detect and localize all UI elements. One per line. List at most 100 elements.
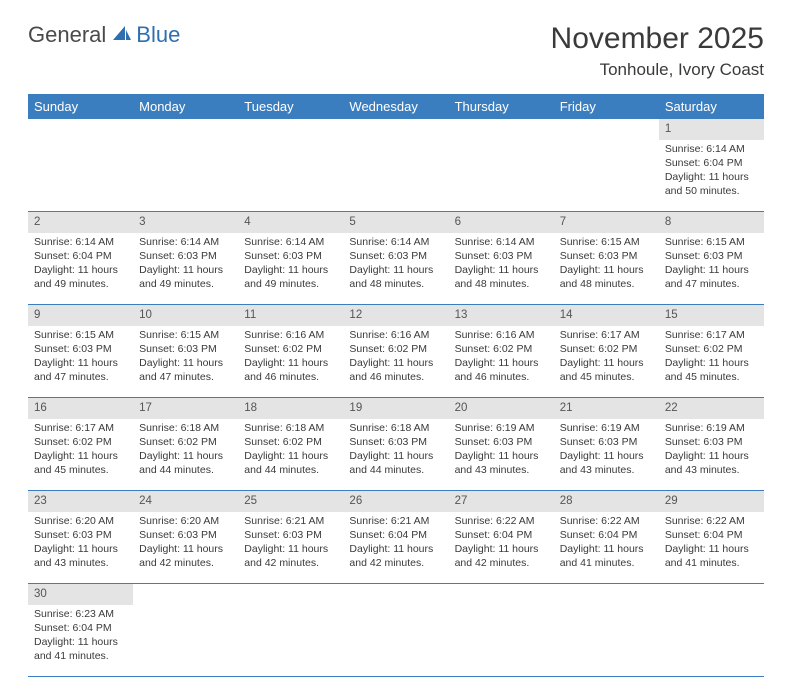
daylight-line: Daylight: 11 hours and 43 minutes. xyxy=(455,449,548,477)
sunrise-line: Sunrise: 6:17 AM xyxy=(560,328,653,342)
sunrise-line: Sunrise: 6:17 AM xyxy=(34,421,127,435)
day-1-body: Sunrise: 6:14 AMSunset: 6:04 PMDaylight:… xyxy=(659,140,764,203)
dayname-monday: Monday xyxy=(133,94,238,119)
daylight-line: Daylight: 11 hours and 41 minutes. xyxy=(665,542,758,570)
day-12: Sunrise: 6:16 AMSunset: 6:02 PMDaylight:… xyxy=(343,326,448,398)
day-20: Sunrise: 6:19 AMSunset: 6:03 PMDaylight:… xyxy=(449,419,554,491)
daynum-empty xyxy=(343,584,448,605)
dayname-wednesday: Wednesday xyxy=(343,94,448,119)
day-26-body: Sunrise: 6:21 AMSunset: 6:04 PMDaylight:… xyxy=(343,512,448,575)
calendar-table: SundayMondayTuesdayWednesdayThursdayFrid… xyxy=(28,94,764,677)
daylight-line: Daylight: 11 hours and 46 minutes. xyxy=(244,356,337,384)
sunset-line: Sunset: 6:03 PM xyxy=(139,249,232,263)
brand-part2: Blue xyxy=(136,22,180,48)
daynum-empty xyxy=(238,119,343,140)
brand-part1: General xyxy=(28,22,106,48)
day-24-body: Sunrise: 6:20 AMSunset: 6:03 PMDaylight:… xyxy=(133,512,238,575)
day-empty xyxy=(133,605,238,677)
sunrise-line: Sunrise: 6:22 AM xyxy=(455,514,548,528)
sunrise-line: Sunrise: 6:20 AM xyxy=(34,514,127,528)
sunrise-line: Sunrise: 6:15 AM xyxy=(560,235,653,249)
day-14: Sunrise: 6:17 AMSunset: 6:02 PMDaylight:… xyxy=(554,326,659,398)
day-19-body: Sunrise: 6:18 AMSunset: 6:03 PMDaylight:… xyxy=(343,419,448,482)
day-22: Sunrise: 6:19 AMSunset: 6:03 PMDaylight:… xyxy=(659,419,764,491)
week-4-daynums: 23242526272829 xyxy=(28,491,764,512)
day-13-body: Sunrise: 6:16 AMSunset: 6:02 PMDaylight:… xyxy=(449,326,554,389)
sunrise-line: Sunrise: 6:16 AM xyxy=(244,328,337,342)
day-14-body: Sunrise: 6:17 AMSunset: 6:02 PMDaylight:… xyxy=(554,326,659,389)
week-2-daynums: 9101112131415 xyxy=(28,305,764,326)
day-empty xyxy=(449,605,554,677)
day-17: Sunrise: 6:18 AMSunset: 6:02 PMDaylight:… xyxy=(133,419,238,491)
sunset-line: Sunset: 6:04 PM xyxy=(665,156,758,170)
sunrise-line: Sunrise: 6:16 AM xyxy=(455,328,548,342)
day-25-body: Sunrise: 6:21 AMSunset: 6:03 PMDaylight:… xyxy=(238,512,343,575)
daynum-21: 21 xyxy=(554,398,659,419)
daylight-line: Daylight: 11 hours and 42 minutes. xyxy=(244,542,337,570)
daynum-23: 23 xyxy=(28,491,133,512)
daynum-10: 10 xyxy=(133,305,238,326)
sunset-line: Sunset: 6:02 PM xyxy=(139,435,232,449)
daylight-line: Daylight: 11 hours and 49 minutes. xyxy=(244,263,337,291)
sunrise-line: Sunrise: 6:21 AM xyxy=(244,514,337,528)
day-22-body: Sunrise: 6:19 AMSunset: 6:03 PMDaylight:… xyxy=(659,419,764,482)
daynum-empty xyxy=(238,584,343,605)
day-29-body: Sunrise: 6:22 AMSunset: 6:04 PMDaylight:… xyxy=(659,512,764,575)
day-21-body: Sunrise: 6:19 AMSunset: 6:03 PMDaylight:… xyxy=(554,419,659,482)
daynum-17: 17 xyxy=(133,398,238,419)
day-17-body: Sunrise: 6:18 AMSunset: 6:02 PMDaylight:… xyxy=(133,419,238,482)
daylight-line: Daylight: 11 hours and 43 minutes. xyxy=(665,449,758,477)
dayname-sunday: Sunday xyxy=(28,94,133,119)
daylight-line: Daylight: 11 hours and 42 minutes. xyxy=(139,542,232,570)
sunrise-line: Sunrise: 6:18 AM xyxy=(349,421,442,435)
day-empty xyxy=(238,140,343,212)
sunrise-line: Sunrise: 6:23 AM xyxy=(34,607,127,621)
day-24: Sunrise: 6:20 AMSunset: 6:03 PMDaylight:… xyxy=(133,512,238,584)
day-26: Sunrise: 6:21 AMSunset: 6:04 PMDaylight:… xyxy=(343,512,448,584)
day-18-body: Sunrise: 6:18 AMSunset: 6:02 PMDaylight:… xyxy=(238,419,343,482)
day-28-body: Sunrise: 6:22 AMSunset: 6:04 PMDaylight:… xyxy=(554,512,659,575)
day-7: Sunrise: 6:15 AMSunset: 6:03 PMDaylight:… xyxy=(554,233,659,305)
daylight-line: Daylight: 11 hours and 44 minutes. xyxy=(244,449,337,477)
day-empty xyxy=(554,140,659,212)
sunset-line: Sunset: 6:03 PM xyxy=(560,435,653,449)
daylight-line: Daylight: 11 hours and 47 minutes. xyxy=(665,263,758,291)
day-6: Sunrise: 6:14 AMSunset: 6:03 PMDaylight:… xyxy=(449,233,554,305)
daylight-line: Daylight: 11 hours and 49 minutes. xyxy=(34,263,127,291)
daynum-30: 30 xyxy=(28,584,133,605)
daylight-line: Daylight: 11 hours and 42 minutes. xyxy=(349,542,442,570)
day-29: Sunrise: 6:22 AMSunset: 6:04 PMDaylight:… xyxy=(659,512,764,584)
day-empty xyxy=(449,140,554,212)
sunset-line: Sunset: 6:03 PM xyxy=(34,342,127,356)
day-8: Sunrise: 6:15 AMSunset: 6:03 PMDaylight:… xyxy=(659,233,764,305)
sunrise-line: Sunrise: 6:14 AM xyxy=(34,235,127,249)
sunrise-line: Sunrise: 6:14 AM xyxy=(244,235,337,249)
sunset-line: Sunset: 6:03 PM xyxy=(139,528,232,542)
daylight-line: Daylight: 11 hours and 45 minutes. xyxy=(560,356,653,384)
sunset-line: Sunset: 6:03 PM xyxy=(244,249,337,263)
day-16: Sunrise: 6:17 AMSunset: 6:02 PMDaylight:… xyxy=(28,419,133,491)
sunset-line: Sunset: 6:02 PM xyxy=(455,342,548,356)
daynum-20: 20 xyxy=(449,398,554,419)
day-11-body: Sunrise: 6:16 AMSunset: 6:02 PMDaylight:… xyxy=(238,326,343,389)
dayname-saturday: Saturday xyxy=(659,94,764,119)
day-16-body: Sunrise: 6:17 AMSunset: 6:02 PMDaylight:… xyxy=(28,419,133,482)
daynum-empty xyxy=(554,119,659,140)
daynum-7: 7 xyxy=(554,212,659,233)
dayname-row: SundayMondayTuesdayWednesdayThursdayFrid… xyxy=(28,94,764,119)
sunrise-line: Sunrise: 6:18 AM xyxy=(244,421,337,435)
sunrise-line: Sunrise: 6:14 AM xyxy=(139,235,232,249)
sunset-line: Sunset: 6:03 PM xyxy=(139,342,232,356)
sunrise-line: Sunrise: 6:17 AM xyxy=(665,328,758,342)
sunset-line: Sunset: 6:03 PM xyxy=(455,249,548,263)
day-9-body: Sunrise: 6:15 AMSunset: 6:03 PMDaylight:… xyxy=(28,326,133,389)
sunset-line: Sunset: 6:03 PM xyxy=(665,249,758,263)
day-empty xyxy=(343,605,448,677)
daynum-1: 1 xyxy=(659,119,764,140)
day-13: Sunrise: 6:16 AMSunset: 6:02 PMDaylight:… xyxy=(449,326,554,398)
daylight-line: Daylight: 11 hours and 45 minutes. xyxy=(34,449,127,477)
day-2-body: Sunrise: 6:14 AMSunset: 6:04 PMDaylight:… xyxy=(28,233,133,296)
sunrise-line: Sunrise: 6:15 AM xyxy=(139,328,232,342)
sunset-line: Sunset: 6:04 PM xyxy=(34,249,127,263)
sunrise-line: Sunrise: 6:14 AM xyxy=(349,235,442,249)
